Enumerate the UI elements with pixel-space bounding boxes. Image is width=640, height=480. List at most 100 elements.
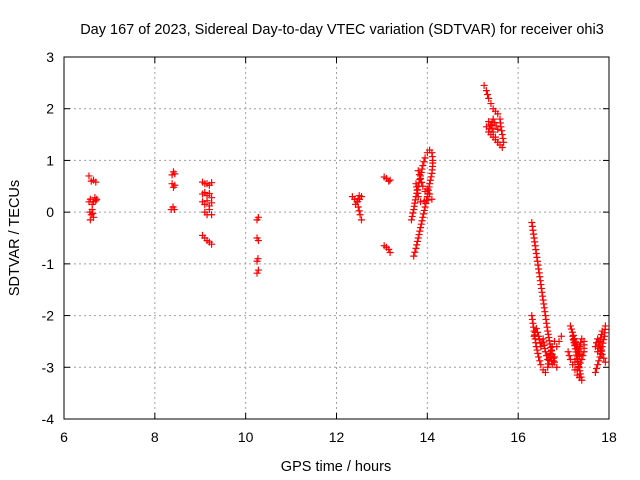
data-point xyxy=(385,245,393,253)
data-point xyxy=(85,172,93,180)
plot-frame xyxy=(63,56,610,420)
data-point xyxy=(537,361,545,369)
data-point xyxy=(489,115,497,123)
data-point xyxy=(578,356,586,364)
data-point xyxy=(491,119,499,127)
y-tick-label: -2 xyxy=(42,308,55,324)
data-point xyxy=(420,158,428,166)
data-point xyxy=(416,227,424,235)
data-point xyxy=(494,110,502,118)
data-point xyxy=(208,199,216,207)
data-point xyxy=(424,196,432,204)
data-point xyxy=(421,154,429,162)
data-point xyxy=(253,269,261,277)
data-point xyxy=(414,167,422,175)
data-point xyxy=(564,348,572,356)
data-point xyxy=(486,125,494,133)
data-point xyxy=(557,332,565,340)
data-point xyxy=(208,211,216,219)
data-point xyxy=(417,224,425,232)
data-point xyxy=(571,338,579,346)
data-point xyxy=(573,366,581,374)
data-point xyxy=(543,352,551,360)
data-point xyxy=(482,87,490,95)
data-point xyxy=(356,211,364,219)
data-point xyxy=(500,138,508,146)
data-point xyxy=(597,347,605,355)
data-point xyxy=(594,335,602,343)
data-point xyxy=(93,195,101,203)
y-tick-label: 2 xyxy=(46,101,54,117)
y-axis-label: SDTVAR / TECUs xyxy=(7,180,23,296)
data-point xyxy=(591,368,599,376)
data-point xyxy=(575,343,583,351)
data-point xyxy=(593,365,601,373)
data-point xyxy=(426,176,434,184)
data-point xyxy=(553,343,561,351)
data-point xyxy=(423,185,431,193)
data-point xyxy=(580,348,588,356)
data-point xyxy=(253,216,261,224)
data-point xyxy=(537,343,545,351)
data-point xyxy=(600,336,608,344)
data-points xyxy=(85,81,609,384)
x-tick-label: 14 xyxy=(420,429,436,445)
x-axis-label: GPS time / hours xyxy=(281,459,391,475)
data-point xyxy=(201,200,209,208)
data-point xyxy=(89,209,97,217)
y-tick-label: 0 xyxy=(46,204,54,220)
data-point xyxy=(595,357,603,365)
data-point xyxy=(421,203,429,211)
data-point xyxy=(536,357,544,365)
data-point xyxy=(480,81,488,89)
data-point xyxy=(596,344,604,352)
x-tick-label: 18 xyxy=(601,429,617,445)
data-point xyxy=(412,180,420,188)
data-point xyxy=(595,341,603,349)
data-point xyxy=(415,231,423,239)
data-point xyxy=(568,328,576,336)
data-point xyxy=(572,341,580,349)
data-point xyxy=(494,125,502,133)
data-point xyxy=(498,127,506,135)
y-tick-label: -4 xyxy=(42,411,55,427)
data-point xyxy=(385,177,393,185)
data-point xyxy=(88,206,96,214)
data-point xyxy=(576,370,584,378)
data-point xyxy=(426,190,434,198)
data-point xyxy=(419,182,427,190)
data-point xyxy=(413,237,421,245)
data-point xyxy=(547,346,555,354)
data-point xyxy=(419,213,427,221)
data-point xyxy=(417,175,425,183)
data-point xyxy=(595,338,603,346)
x-tick-label: 16 xyxy=(510,429,526,445)
data-point xyxy=(253,257,261,265)
y-tick-label: -3 xyxy=(42,359,55,375)
data-point xyxy=(598,327,606,335)
data-point xyxy=(419,162,427,170)
data-point xyxy=(417,220,425,228)
data-point xyxy=(499,134,507,142)
x-tick-label: 10 xyxy=(238,429,254,445)
data-point xyxy=(551,353,558,361)
data-point xyxy=(541,348,549,356)
data-point xyxy=(354,203,362,211)
data-point xyxy=(566,322,574,330)
data-point xyxy=(541,368,549,376)
data-point xyxy=(411,248,419,256)
data-point xyxy=(575,362,583,370)
data-point xyxy=(413,241,421,249)
data-point xyxy=(492,122,500,130)
data-point xyxy=(418,178,426,186)
data-point xyxy=(86,216,94,224)
data-point xyxy=(569,331,577,339)
data-point xyxy=(410,252,418,260)
data-point xyxy=(171,181,179,189)
x-tick-label: 12 xyxy=(329,429,345,445)
data-point xyxy=(170,206,178,214)
data-point xyxy=(534,349,542,357)
data-point xyxy=(428,169,436,177)
